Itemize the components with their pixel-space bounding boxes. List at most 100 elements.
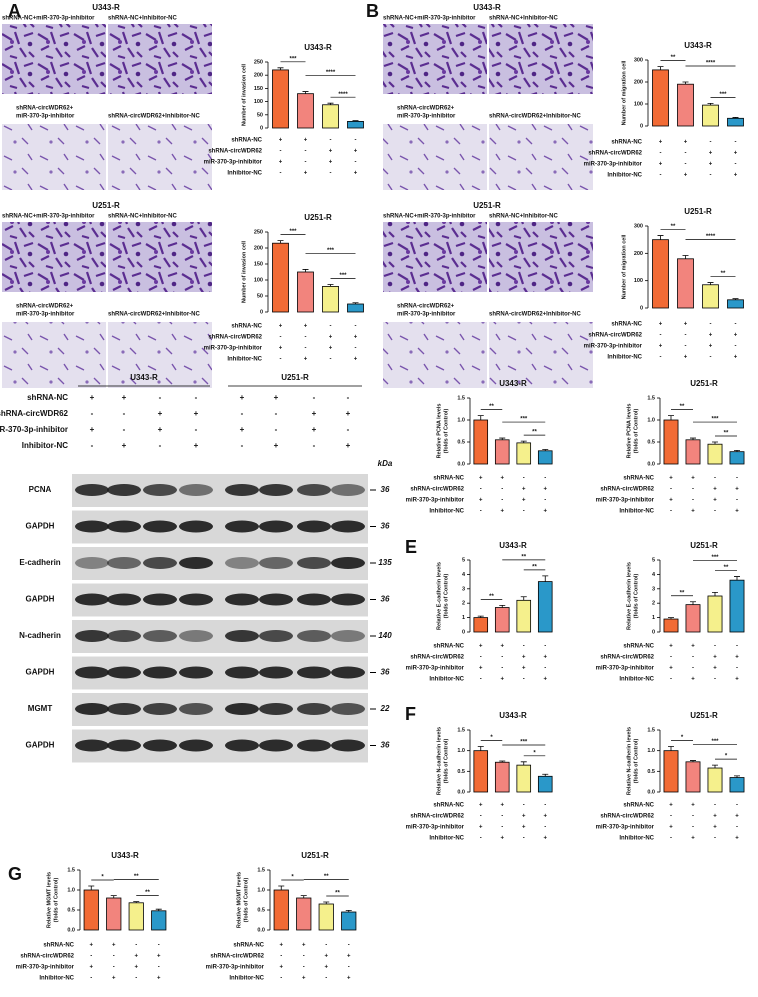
condition-sign: - (313, 441, 316, 450)
bar (685, 604, 701, 633)
micrograph-caption: miR-370-3p-inhibitor (397, 312, 456, 318)
condition-label: Inhibitor-NC (429, 677, 464, 683)
micrograph-cell-line: U251-R (92, 201, 120, 210)
blot-band (75, 593, 109, 606)
condition-sign: - (280, 335, 282, 341)
condition-sign: - (714, 476, 716, 482)
blot-band (143, 739, 177, 752)
condition-sign: - (355, 138, 357, 144)
blot-cell-line: U251-R (281, 373, 309, 382)
error-bar (707, 282, 714, 285)
condition-sign: - (275, 409, 278, 418)
blot-band (297, 484, 331, 496)
blot-band (107, 703, 141, 715)
condition-sign: - (692, 498, 694, 504)
error-bar (477, 615, 484, 618)
condition-label: shRNA-circWDR62 (0, 409, 69, 418)
condition-sign: + (500, 803, 504, 809)
blot-band (107, 520, 141, 533)
panel-letter: A (8, 1, 21, 21)
condition-label: miR-370-3p-inhibitor (16, 965, 75, 971)
condition-sign: - (736, 825, 738, 831)
blot-band (331, 557, 365, 569)
blot-band (143, 630, 177, 642)
blot-band (297, 593, 331, 606)
condition-label: Inhibitor-NC (429, 509, 464, 515)
y-tick-label: 50 (257, 112, 263, 118)
condition-sign: + (691, 803, 695, 809)
significance-label: * (101, 875, 104, 881)
blot-band (107, 666, 141, 679)
condition-sign: - (523, 509, 525, 515)
condition-sign: + (709, 151, 713, 157)
condition-sign: - (670, 655, 672, 661)
micrograph-caption: shRNA-NC+Inhibitor-NC (108, 214, 177, 220)
condition-sign: - (670, 509, 672, 515)
y-axis-label: (folds of Control) (633, 409, 639, 454)
bar (83, 889, 99, 931)
chart-title: U343-R (684, 41, 712, 50)
bar (652, 239, 669, 309)
condition-label: shRNA-NC (623, 803, 654, 809)
micrograph (108, 124, 212, 190)
condition-sign: - (303, 954, 305, 960)
condition-label: shRNA-NC (27, 393, 68, 402)
condition-sign: + (713, 666, 717, 672)
condition-sign: - (305, 160, 307, 166)
condition-sign: + (691, 644, 695, 650)
error-bar (302, 269, 309, 272)
blot-band (259, 739, 293, 752)
error-bar (690, 760, 696, 762)
condition-sign: - (158, 965, 160, 971)
blot-band (75, 484, 109, 496)
bar (707, 767, 723, 793)
significance-label: * (533, 750, 536, 756)
blot-band (259, 703, 293, 715)
blot-band (225, 703, 259, 715)
y-axis-label: (folds of Control) (443, 574, 449, 619)
significance-label: * (725, 754, 728, 760)
condition-sign: - (544, 825, 546, 831)
error-bar (302, 91, 309, 94)
blot-band (107, 484, 141, 496)
condition-sign: - (280, 954, 282, 960)
condition-sign: + (669, 825, 673, 831)
condition-sign: - (523, 836, 525, 842)
y-tick-label: 300 (634, 57, 643, 63)
condition-sign: - (355, 324, 357, 330)
y-tick-label: 250 (254, 59, 263, 65)
condition-sign: - (91, 441, 94, 450)
condition-sign: + (713, 487, 717, 493)
micrograph-caption: shRNA-NC+miR-370-3p-inhibitor (2, 214, 95, 220)
blot-kda: 36 (381, 595, 390, 604)
micrograph-caption: shRNA-NC+miR-370-3p-inhibitor (2, 16, 95, 22)
condition-sign: + (691, 677, 695, 683)
condition-label: Inhibitor-NC (227, 171, 262, 177)
bar (685, 761, 701, 793)
y-tick-label: 1 (652, 615, 655, 621)
condition-sign: - (692, 487, 694, 493)
condition-sign: + (122, 441, 127, 450)
condition-sign: - (670, 836, 672, 842)
condition-sign: - (158, 943, 160, 949)
bar (341, 911, 357, 931)
chart-title: U251-R (690, 541, 718, 550)
micrograph (2, 124, 106, 190)
micrograph-caption: shRNA-NC+Inhibitor-NC (489, 214, 558, 220)
condition-sign: - (480, 509, 482, 515)
y-tick-label: 150 (254, 86, 263, 92)
blot-band (107, 739, 141, 752)
error-bar (668, 617, 674, 620)
condition-sign: + (134, 965, 138, 971)
bar (537, 581, 553, 633)
y-tick-label: 1.5 (457, 395, 465, 401)
y-tick-label: 0 (640, 305, 643, 311)
condition-label: Inhibitor-NC (619, 677, 654, 683)
condition-sign: - (330, 171, 332, 177)
condition-label: shRNA-NC (433, 644, 464, 650)
condition-sign: - (135, 976, 137, 982)
y-tick-label: 300 (634, 223, 643, 229)
condition-sign: - (685, 344, 687, 350)
condition-sign: + (522, 487, 526, 493)
condition-sign: - (710, 140, 712, 146)
